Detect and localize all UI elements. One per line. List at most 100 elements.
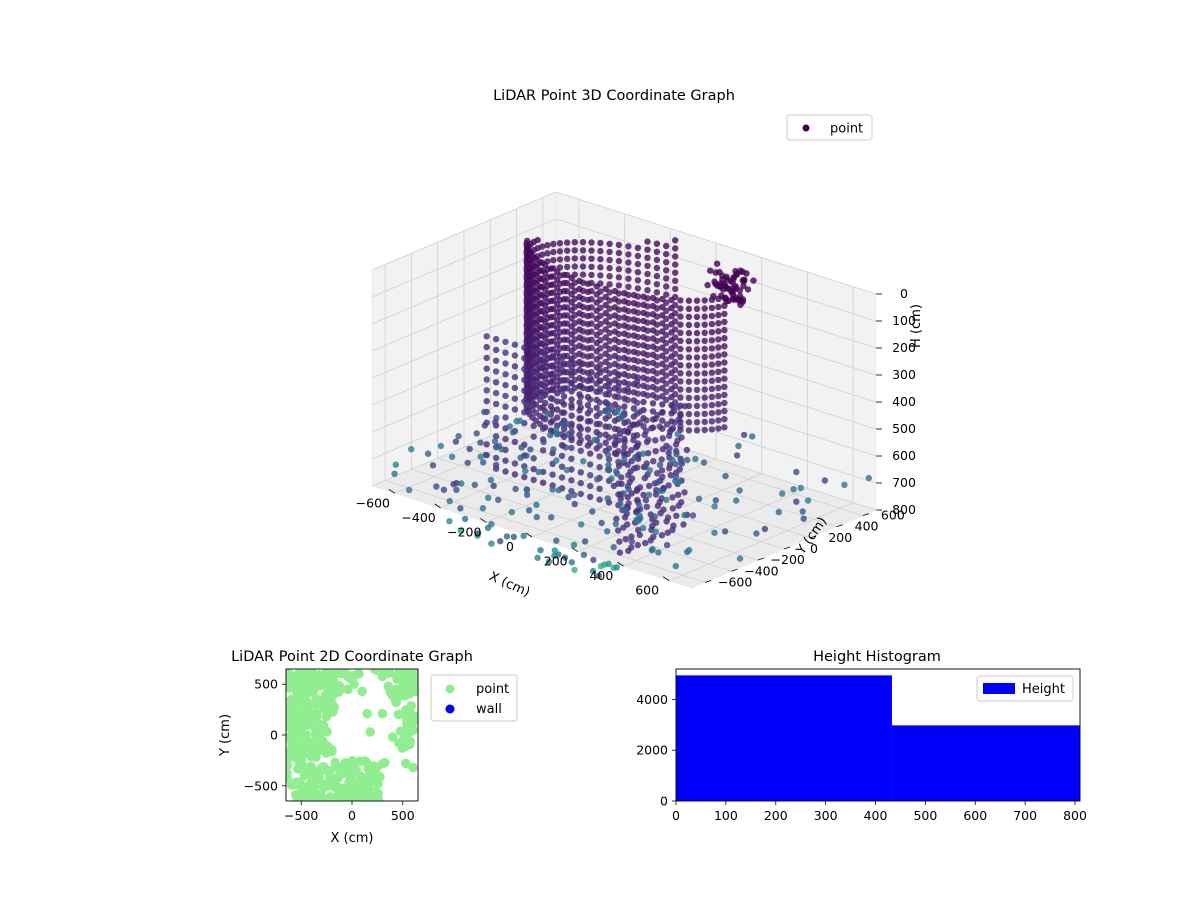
point-marker — [628, 475, 636, 482]
point-marker — [685, 427, 693, 434]
point-marker — [502, 435, 509, 443]
point-marker — [584, 312, 592, 320]
point-marker — [654, 479, 661, 486]
point-marker — [650, 458, 657, 465]
point-marker — [537, 331, 544, 339]
point-marker — [660, 506, 667, 513]
point-marker — [611, 320, 619, 327]
point-marker — [672, 269, 679, 276]
point-marker — [584, 361, 592, 368]
point-marker — [540, 438, 547, 446]
point-marker — [616, 430, 624, 437]
point-marker-2d — [393, 709, 404, 720]
point-marker-2d — [311, 708, 322, 718]
point-marker — [510, 533, 517, 540]
point-marker-2d — [397, 735, 408, 746]
point-marker — [663, 250, 670, 258]
point-marker — [715, 344, 722, 351]
point-marker — [530, 401, 537, 408]
point-marker — [653, 289, 661, 296]
point-marker — [608, 406, 616, 413]
point-marker — [644, 450, 652, 457]
point-marker — [721, 351, 728, 358]
point-marker — [708, 393, 716, 401]
point-marker — [644, 262, 651, 270]
point-marker — [568, 369, 575, 376]
point-marker — [560, 296, 568, 303]
point-marker — [568, 363, 575, 371]
point-marker — [596, 366, 603, 374]
point-marker-2d — [318, 795, 329, 801]
point-marker — [630, 324, 638, 331]
point-marker — [701, 329, 708, 336]
point-marker — [620, 490, 627, 497]
point-marker — [525, 507, 533, 514]
point-marker-2d — [302, 719, 313, 729]
point-marker — [568, 331, 575, 338]
y-tick-mark — [810, 535, 817, 539]
point-marker — [481, 408, 488, 416]
point-marker — [669, 456, 676, 464]
point-marker — [530, 476, 537, 484]
point-marker — [408, 446, 415, 453]
point-marker-2d — [326, 677, 337, 687]
point-marker-2d — [357, 775, 367, 786]
point-marker — [513, 417, 520, 425]
chart-3d-legend-marker — [802, 124, 810, 132]
chart-2d-points-layer — [286, 669, 418, 801]
point-marker — [613, 564, 620, 571]
point-marker — [584, 296, 592, 304]
point-marker — [511, 363, 519, 370]
point-marker-2d — [354, 669, 364, 679]
point-marker — [558, 398, 566, 406]
point-marker — [685, 354, 693, 361]
point-marker — [554, 357, 561, 365]
point-marker — [483, 333, 490, 340]
point-marker — [580, 458, 587, 465]
point-marker — [568, 401, 575, 408]
point-marker — [542, 262, 549, 269]
point-marker — [613, 468, 620, 475]
point-marker — [483, 387, 490, 394]
point-marker — [588, 271, 595, 279]
x-tick-mark — [525, 532, 533, 538]
point-marker — [615, 249, 623, 257]
point-marker — [568, 388, 575, 395]
point-marker — [621, 290, 628, 297]
chart-2d-legend-label-point: point — [476, 682, 509, 697]
point-marker-2d — [292, 746, 303, 756]
point-marker — [677, 412, 684, 419]
point-marker — [635, 440, 642, 447]
point-marker — [521, 387, 528, 394]
point-marker — [708, 353, 716, 360]
point-marker — [615, 394, 622, 401]
point-marker — [576, 302, 583, 309]
x-tick-label: 800 — [1063, 808, 1087, 823]
point-marker — [630, 364, 638, 372]
point-marker — [497, 538, 504, 545]
point-marker — [749, 433, 756, 440]
point-marker — [542, 343, 549, 350]
point-marker — [593, 404, 600, 412]
point-marker — [701, 313, 708, 320]
point-marker-2d — [402, 678, 412, 688]
point-marker — [596, 420, 603, 428]
point-marker — [554, 301, 561, 308]
point-marker — [605, 423, 613, 430]
point-marker — [587, 418, 594, 425]
point-marker — [593, 339, 600, 347]
point-marker — [621, 338, 628, 345]
point-marker — [625, 259, 632, 266]
point-marker — [605, 445, 613, 452]
point-marker — [633, 516, 640, 523]
point-marker — [775, 508, 782, 516]
point-marker-2d — [286, 704, 295, 714]
point-marker — [605, 412, 613, 420]
point-marker — [564, 255, 571, 262]
point-marker — [693, 305, 701, 312]
point-marker — [576, 277, 583, 285]
point-marker — [685, 386, 693, 393]
point-marker — [681, 489, 688, 496]
point-marker — [571, 500, 578, 508]
point-marker — [693, 338, 701, 345]
